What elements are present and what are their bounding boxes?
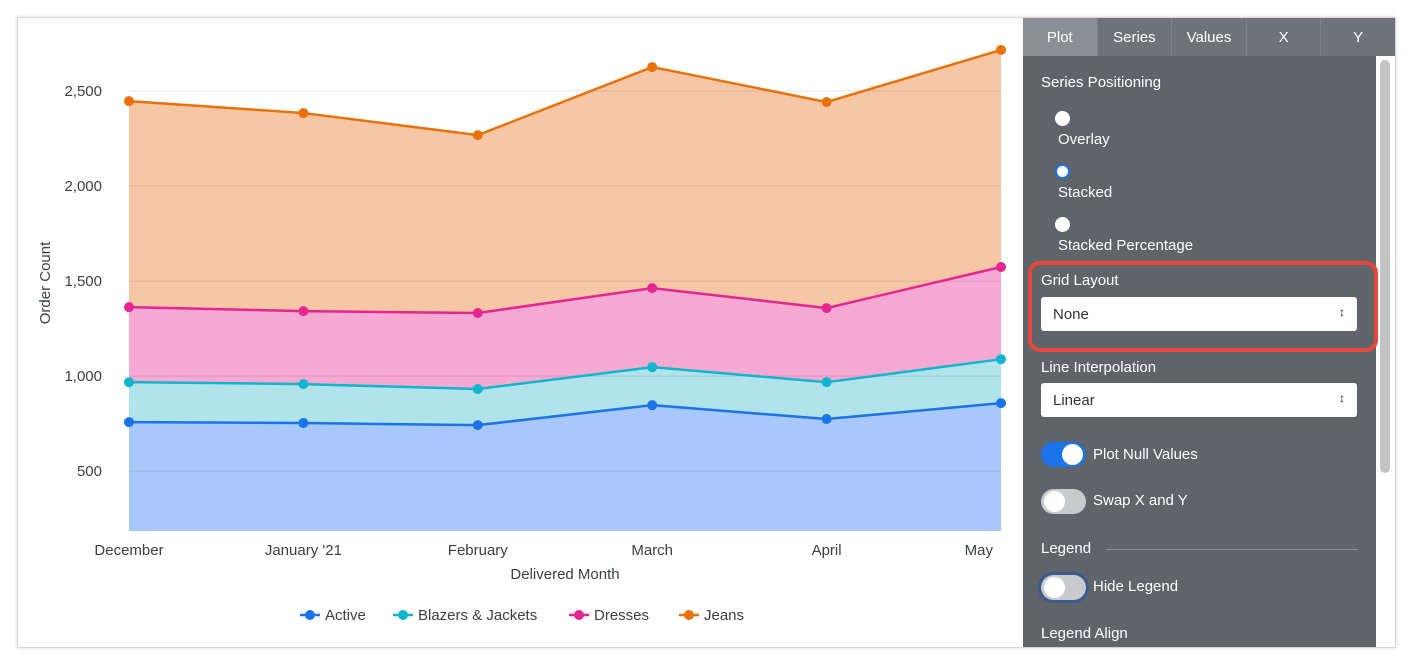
legend-swatch-dot — [574, 610, 584, 620]
line-dresses — [128, 265, 1002, 315]
legend-swatch-dot — [398, 610, 408, 620]
area-dresses — [129, 267, 1001, 390]
legend-section-label: Legend — [1041, 540, 1092, 557]
y-axis-title: Order Count — [37, 241, 54, 324]
area-blazers-jackets — [129, 359, 1001, 426]
tab-y[interactable]: Y — [1321, 18, 1395, 56]
swap-xy-label: Swap X and Y — [1093, 492, 1188, 509]
grid-layout-label: Grid Layout — [1041, 272, 1119, 289]
data-point — [821, 303, 832, 314]
x-tick-label: December — [94, 542, 163, 559]
radio-stacked[interactable] — [1055, 164, 1070, 179]
data-point — [124, 302, 134, 313]
select-arrows-icon: ↕ — [1339, 305, 1345, 319]
highlight-box — [1028, 261, 1378, 352]
plot-null-values-label: Plot Null Values — [1093, 446, 1198, 463]
radio-stacked-percentage[interactable] — [1055, 217, 1070, 232]
data-point — [996, 44, 1006, 55]
radio-stacked-percentage-label: Stacked Percentage — [1058, 237, 1194, 254]
line-interpolation-label: Line Interpolation — [1041, 359, 1157, 376]
y-tick-label: 2,000 — [64, 178, 102, 195]
x-tick-label: March — [631, 542, 673, 559]
tab-series[interactable]: Series — [1098, 18, 1173, 56]
data-point — [124, 377, 134, 388]
data-point — [647, 362, 658, 373]
data-point — [298, 379, 309, 390]
data-point — [472, 130, 483, 141]
legend-item: Dresses — [594, 607, 649, 624]
line-interpolation-select[interactable]: Linear ↕ — [1041, 383, 1357, 417]
data-point — [472, 384, 483, 395]
data-point — [472, 420, 483, 431]
line-interpolation-value: Linear — [1053, 392, 1095, 409]
data-point — [821, 414, 832, 425]
hide-legend-label: Hide Legend — [1093, 578, 1179, 595]
y-tick-label: 500 — [77, 463, 102, 480]
data-point — [821, 97, 832, 108]
tab-x[interactable]: X — [1247, 18, 1322, 56]
settings-panel: Plot Series Values X Y Series Positionin… — [1023, 18, 1395, 647]
legend-item: Jeans — [704, 607, 744, 624]
data-point — [996, 262, 1006, 273]
data-point — [996, 354, 1006, 365]
data-point — [821, 377, 832, 388]
y-tick-label: 1,000 — [64, 368, 102, 385]
legend-align-label: Legend Align — [1041, 625, 1128, 642]
x-axis-title: Delivered Month — [510, 566, 619, 583]
tab-values[interactable]: Values — [1172, 18, 1247, 56]
data-point — [996, 398, 1006, 409]
grid-layout-select[interactable]: None ↕ — [1041, 297, 1357, 331]
legend-item: Active — [325, 607, 366, 624]
area-active — [129, 403, 1001, 531]
tab-plot[interactable]: Plot — [1023, 18, 1098, 56]
y-tick-label: 2,500 — [64, 83, 102, 100]
stacked-area-chart: 500 1,000 1,500 2,000 2,500 December January '… — [37, 44, 1006, 624]
grid-layout-value: None — [1053, 306, 1089, 323]
panel-tabs: Plot Series Values X Y — [1023, 18, 1395, 56]
data-point — [298, 418, 309, 429]
legend-item: Blazers & Jackets — [418, 607, 537, 624]
x-tick-label: May — [965, 542, 994, 559]
data-point — [124, 417, 134, 428]
data-point — [124, 96, 134, 107]
x-tick-label: January '21 — [265, 542, 342, 559]
legend-swatch-dot — [684, 610, 694, 620]
x-tick-label: February — [448, 542, 509, 559]
data-point — [647, 62, 658, 73]
radio-overlay[interactable] — [1055, 111, 1070, 126]
select-arrows-icon: ↕ — [1339, 391, 1345, 405]
visualization-editor: 500 1,000 1,500 2,000 2,500 December January '… — [17, 17, 1396, 648]
area-jeans — [129, 49, 1001, 314]
data-point — [647, 400, 658, 411]
line-blazers-jackets — [128, 357, 1002, 391]
data-point — [298, 306, 309, 317]
swap-xy-toggle[interactable] — [1041, 489, 1086, 514]
divider — [1106, 549, 1358, 550]
line-active — [128, 401, 1002, 427]
data-point — [472, 308, 483, 319]
y-tick-label: 1,500 — [64, 273, 102, 290]
data-point — [647, 283, 658, 294]
plot-null-values-toggle[interactable] — [1041, 442, 1086, 467]
scrollbar-thumb[interactable] — [1380, 60, 1390, 473]
hide-legend-toggle[interactable] — [1041, 575, 1086, 600]
legend-swatch-dot — [305, 610, 315, 620]
x-tick-label: April — [812, 542, 842, 559]
line-jeans — [128, 48, 1002, 137]
data-point — [298, 108, 309, 119]
radio-overlay-label: Overlay — [1058, 131, 1110, 148]
radio-stacked-label: Stacked — [1058, 184, 1113, 201]
series-positioning-label: Series Positioning — [1041, 74, 1162, 91]
